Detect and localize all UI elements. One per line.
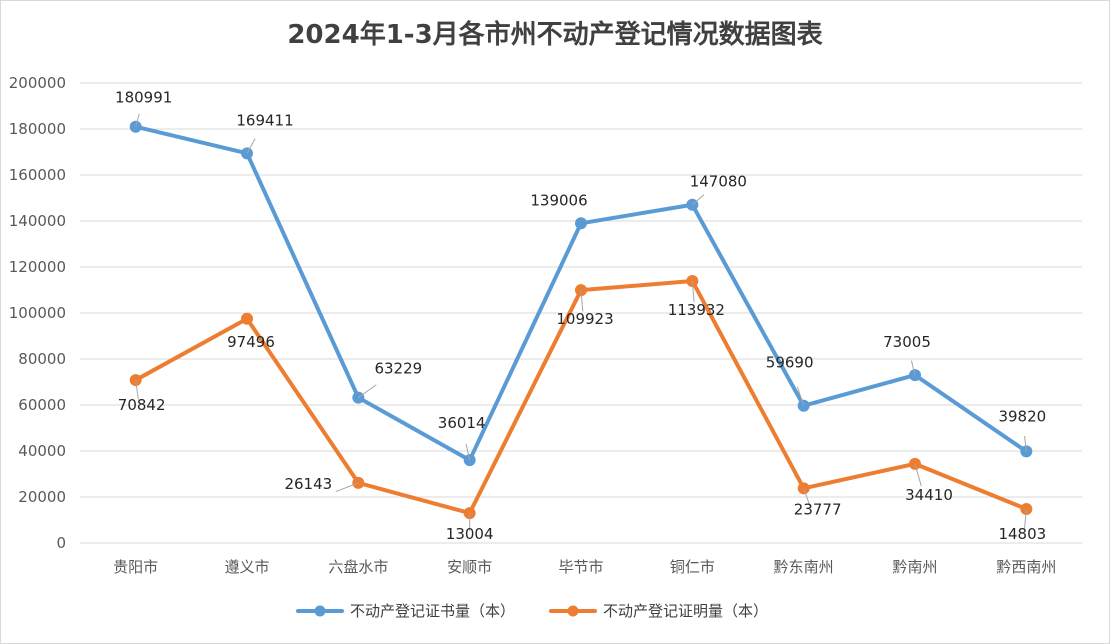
data-label: 147080 [690,173,747,191]
legend-marker [567,605,579,617]
y-tick-label: 20000 [18,488,66,506]
x-tick-label: 贵阳市 [113,558,158,576]
y-tick-label: 0 [56,534,66,552]
leader-line [796,386,805,406]
leader-line [358,384,377,398]
leader-line [246,138,256,154]
data-point [241,312,253,325]
data-label: 59690 [766,354,814,372]
x-tick-label: 遵义市 [224,558,269,576]
legend-label: 不动产登记证明量（本） [603,602,768,620]
leader-line [910,360,916,376]
y-tick-label: 40000 [18,442,66,460]
y-tick-label: 180000 [9,120,66,138]
x-tick-label: 安顺市 [447,558,492,576]
data-label: 14803 [998,525,1046,543]
y-tick-label: 200000 [9,74,66,92]
data-label: 13004 [446,525,494,543]
x-tick-label: 黔西南州 [996,558,1056,576]
leader-line [691,280,695,303]
chart-title: 2024年1-3月各市州不动产登记情况数据图表 [287,20,823,50]
data-label: 26143 [284,475,332,493]
x-tick-label: 铜仁市 [670,558,715,576]
data-point [575,217,587,230]
y-tick-label: 100000 [9,304,66,322]
y-tick-label: 140000 [9,212,66,230]
y-tick-label: 60000 [18,396,66,414]
leader-line [580,290,584,312]
data-label: 23777 [794,500,842,518]
leader-line [465,443,471,461]
leader-line [135,379,139,400]
leader-line [692,194,705,206]
data-label: 63229 [374,360,422,378]
x-tick-label: 六盘水市 [328,558,388,576]
data-label: 36014 [438,414,486,432]
data-label: 39820 [998,407,1046,425]
data-label: 113932 [668,301,725,319]
data-label: 73005 [883,333,931,351]
data-label: 180991 [115,89,172,107]
legend-label: 不动产登记证书量（本） [350,602,515,620]
leader-line [1024,508,1027,529]
data-label: 97496 [227,333,275,351]
leader-line [335,482,359,493]
leader-line [803,488,811,507]
x-tick-label: 黔东南州 [774,558,834,576]
leader-line [135,113,140,127]
x-tick-label: 黔南州 [892,558,937,576]
data-label: 70842 [118,396,166,414]
data-label: 139006 [530,191,587,209]
leader-line [1024,435,1027,452]
y-tick-label: 160000 [9,166,66,184]
data-label: 109923 [556,310,613,328]
legend-marker [314,605,326,617]
x-tick-label: 毕节市 [558,558,603,576]
leader-line [914,463,922,487]
y-tick-label: 120000 [9,258,66,276]
data-label: 169411 [236,111,293,129]
data-label: 34410 [905,486,953,504]
y-tick-label: 80000 [18,350,66,368]
